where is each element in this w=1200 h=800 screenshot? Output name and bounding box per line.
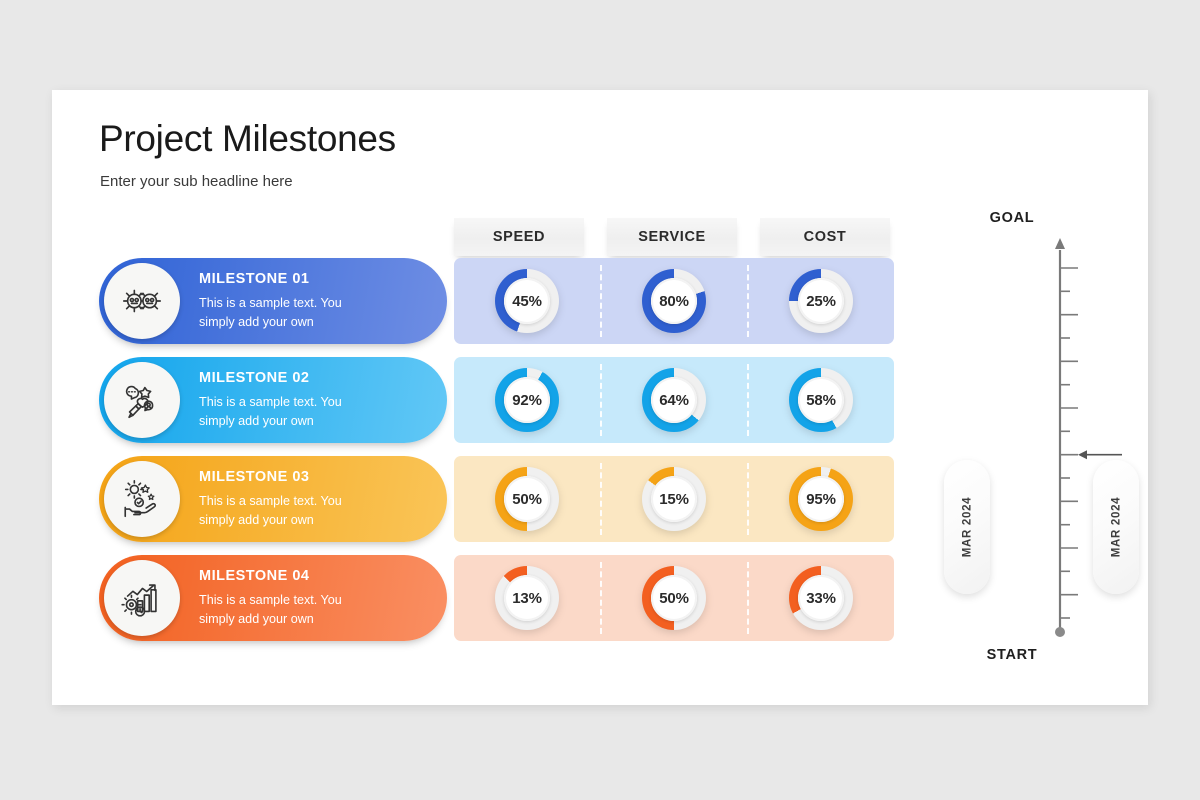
megaphone-social-icon [104, 362, 180, 438]
band-divider [600, 562, 602, 634]
milestone-description: This is a sample text. You simply add yo… [199, 493, 342, 528]
donut-value-label: 64% [659, 391, 689, 409]
donut-value-label: 92% [512, 391, 542, 409]
milestone-description: This is a sample text. You simply add yo… [199, 295, 342, 330]
progress-donut[interactable]: 95% [789, 467, 853, 531]
donut-value-label: 45% [512, 292, 542, 310]
column-header-service[interactable]: SERVICE [607, 218, 737, 256]
progress-donut[interactable]: 25% [789, 269, 853, 333]
donut-center: 92% [504, 377, 550, 423]
metrics-band: 50% 15% 95% [454, 456, 894, 542]
donut-center: 50% [651, 575, 697, 621]
metrics-band: 45% 80% 25% [454, 258, 894, 344]
band-divider [747, 562, 749, 634]
donut-value-label: 95% [806, 490, 836, 508]
milestone-card[interactable]: MILESTONE 02 This is a sample text. You … [99, 357, 447, 443]
donut-center: 58% [798, 377, 844, 423]
milestone-description: This is a sample text. You simply add yo… [199, 592, 342, 627]
band-divider [747, 463, 749, 535]
donut-center: 45% [504, 278, 550, 324]
progress-donut[interactable]: 13% [495, 566, 559, 630]
milestone-title: MILESTONE 02 [199, 370, 310, 386]
progress-donut[interactable]: 33% [789, 566, 853, 630]
donut-value-label: 50% [659, 589, 689, 607]
donut-value-label: 15% [659, 490, 689, 508]
column-header-cost[interactable]: COST [760, 218, 890, 256]
donut-value-label: 50% [512, 490, 542, 508]
donut-value-label: 80% [659, 292, 689, 310]
date-pill-left-label: MAR 2024 [961, 496, 974, 558]
column-header-label: SERVICE [638, 229, 706, 245]
page-subtitle: Enter your sub headline here [100, 173, 293, 190]
donut-center: 64% [651, 377, 697, 423]
progress-donut[interactable]: 64% [642, 368, 706, 432]
donut-center: 80% [651, 278, 697, 324]
donut-value-label: 58% [806, 391, 836, 409]
progress-donut[interactable]: 80% [642, 269, 706, 333]
metrics-band: 13% 50% 33% [454, 555, 894, 641]
date-pill-right-label: MAR 2024 [1110, 496, 1123, 558]
donut-center: 33% [798, 575, 844, 621]
donut-center: 13% [504, 575, 550, 621]
milestone-title: MILESTONE 01 [199, 271, 310, 287]
progress-donut[interactable]: 45% [495, 269, 559, 333]
donut-value-label: 13% [512, 589, 542, 607]
timeline-goal-label: GOAL [989, 210, 1035, 226]
donut-center: 50% [504, 476, 550, 522]
progress-donut[interactable]: 50% [495, 467, 559, 531]
milestone-title: MILESTONE 03 [199, 469, 310, 485]
growth-chart-gears-icon [104, 560, 180, 636]
donut-value-label: 33% [806, 589, 836, 607]
column-header-label: SPEED [492, 229, 546, 245]
band-divider [600, 364, 602, 436]
virus-microbe-icon [104, 263, 180, 339]
progress-donut[interactable]: 50% [642, 566, 706, 630]
progress-donut[interactable]: 92% [495, 368, 559, 432]
slide-canvas: Project Milestones Enter your sub headli… [52, 90, 1148, 705]
milestone-card[interactable]: MILESTONE 03 This is a sample text. You … [99, 456, 447, 542]
donut-center: 25% [798, 278, 844, 324]
timeline-axis [1055, 238, 1122, 637]
column-header-speed[interactable]: SPEED [454, 218, 584, 256]
milestone-description: This is a sample text. You simply add yo… [199, 394, 342, 429]
milestone-title: MILESTONE 04 [199, 568, 310, 584]
progress-donut[interactable]: 58% [789, 368, 853, 432]
band-divider [600, 463, 602, 535]
milestone-card[interactable]: MILESTONE 04 This is a sample text. You … [99, 555, 447, 641]
milestone-card[interactable]: MILESTONE 01 This is a sample text. You … [99, 258, 447, 344]
donut-center: 95% [798, 476, 844, 522]
timeline: GOAL START MAR 2024 MAR 2024 [897, 210, 1139, 680]
donut-value-label: 25% [806, 292, 836, 310]
band-divider [747, 265, 749, 337]
column-header-label: COST [803, 229, 847, 245]
band-divider [747, 364, 749, 436]
donut-center: 15% [651, 476, 697, 522]
date-pill-right[interactable]: MAR 2024 [1093, 460, 1139, 594]
timeline-start-label: START [986, 647, 1038, 663]
page-title: Project Milestones [99, 118, 396, 159]
progress-donut[interactable]: 15% [642, 467, 706, 531]
metrics-band: 92% 64% 58% [454, 357, 894, 443]
band-divider [600, 265, 602, 337]
hand-gear-quality-icon [104, 461, 180, 537]
date-pill-left[interactable]: MAR 2024 [944, 460, 990, 594]
